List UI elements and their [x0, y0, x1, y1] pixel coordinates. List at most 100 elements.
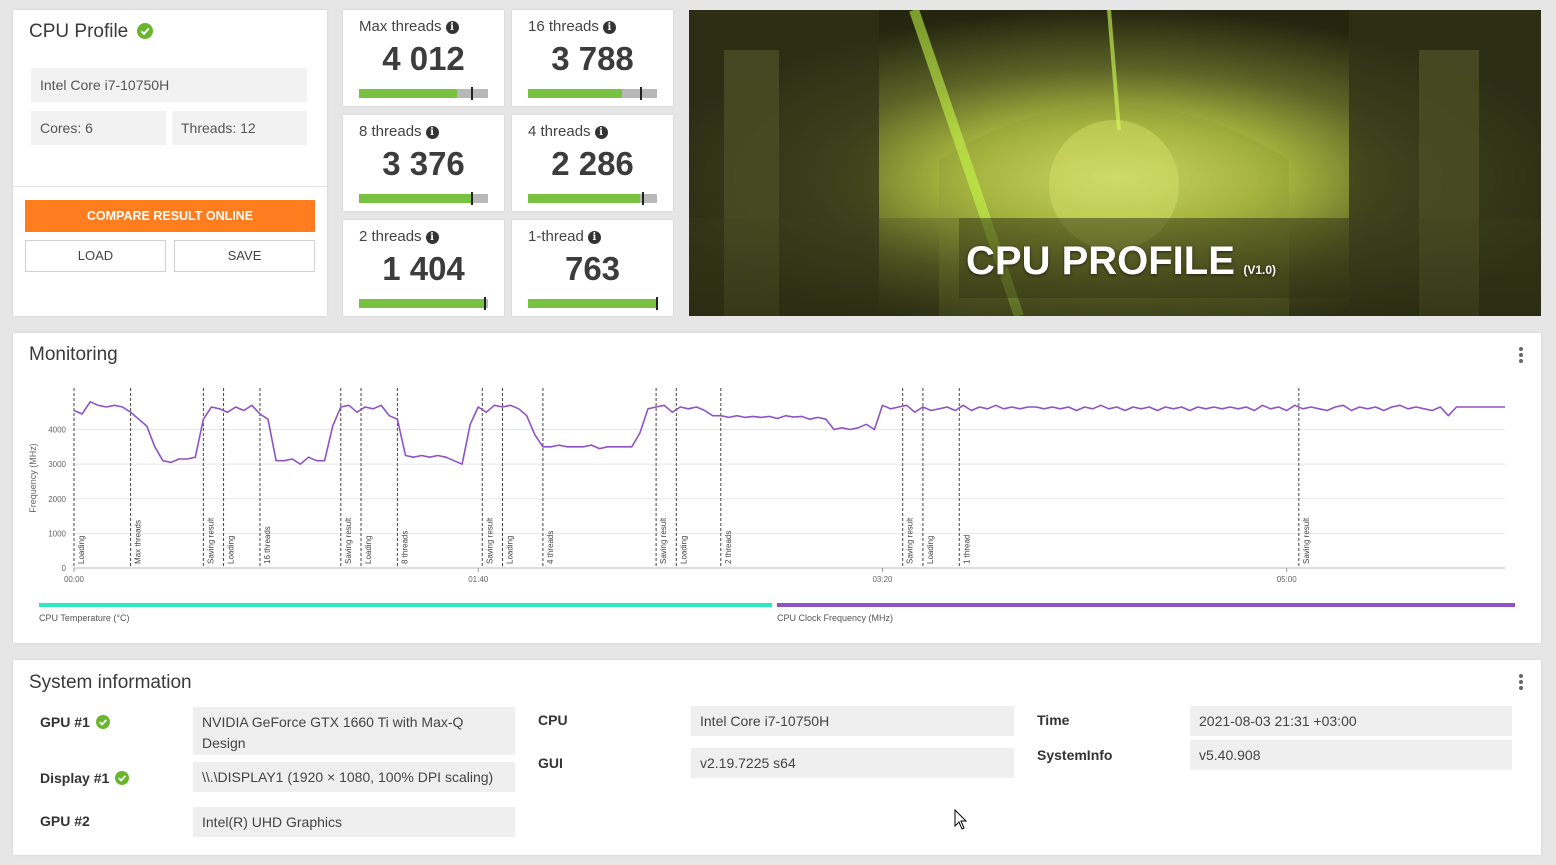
legend-frequency-label: CPU Clock Frequency (MHz) — [777, 613, 894, 623]
load-button[interactable]: LOAD — [25, 240, 166, 272]
score-bar — [359, 87, 488, 100]
score-label: 8 threads i — [359, 123, 439, 140]
gui-label: GUI — [538, 755, 563, 771]
score-card-4-threads: 4 threads i 2 286 — [512, 115, 673, 211]
score-value: 2 286 — [551, 145, 634, 182]
info-icon[interactable]: i — [425, 126, 439, 139]
threads-field: Threads: 12 — [172, 111, 307, 145]
check-circle-icon — [136, 23, 153, 39]
phase-label: Loading — [364, 536, 373, 564]
phase-label: Loading — [505, 536, 514, 564]
score-bar-fill — [359, 194, 472, 203]
y-tick-label: 2000 — [48, 495, 66, 504]
y-tick-label: 3000 — [48, 460, 66, 469]
y-tick-label: 1000 — [48, 529, 66, 538]
score-bar-marker — [655, 297, 658, 310]
phase-label: 4 threads — [546, 531, 555, 564]
monitoring-more-icon[interactable] — [1519, 347, 1523, 365]
banner-title: CPU PROFILE (V1.0) — [966, 239, 1276, 284]
score-bar-fill — [359, 89, 458, 98]
check-circle-icon — [115, 771, 130, 785]
cpu-label: CPU — [538, 712, 568, 728]
score-value: 4 012 — [382, 40, 465, 77]
systeminfo-label: SystemInfo — [1037, 747, 1113, 763]
score-bar-marker — [641, 192, 644, 205]
save-button[interactable]: SAVE — [174, 240, 315, 272]
phase-label: 8 threads — [400, 531, 409, 564]
y-tick-label: 0 — [62, 564, 67, 573]
score-bar-marker — [484, 297, 487, 310]
check-circle-icon — [95, 715, 110, 729]
gui-value: v2.19.7225 s64 — [691, 748, 1014, 778]
info-icon[interactable]: i — [602, 21, 616, 34]
phase-label: Saving result — [485, 517, 494, 564]
score-bar-marker — [471, 87, 474, 100]
score-label: 1-thread i — [528, 228, 601, 245]
score-label: 4 threads i — [528, 123, 608, 140]
phase-label: Saving result — [906, 517, 915, 564]
cores-field: Cores: 6 — [31, 111, 166, 145]
score-card-2-threads: 2 threads i 1 404 — [343, 220, 504, 316]
phase-label: Loading — [926, 536, 935, 564]
divider — [13, 186, 327, 187]
y-tick-label: 4000 — [48, 426, 66, 435]
phase-label: Max threads — [134, 520, 143, 564]
score-label: Max threads i — [359, 18, 459, 35]
phase-label: Saving result — [659, 517, 668, 564]
info-icon[interactable]: i — [587, 231, 601, 244]
gpu2-label: GPU #2 — [40, 813, 90, 829]
gpu1-label: GPU #1 — [40, 714, 110, 730]
system-information-title: System information — [29, 672, 192, 693]
score-bar — [528, 297, 658, 310]
x-tick-label: 01:40 — [468, 575, 489, 584]
score-card-16-threads: 16 threads i 3 788 — [512, 10, 673, 106]
cpu-name-field: Intel Core i7-10750H — [31, 68, 307, 102]
info-icon[interactable]: i — [425, 231, 439, 244]
legend-frequency-bar — [777, 603, 1515, 607]
benchmark-banner: CPU PROFILE (V1.0) — [689, 10, 1541, 316]
score-bar — [528, 192, 657, 205]
gpu2-value: Intel(R) UHD Graphics — [193, 807, 515, 837]
score-bar-fill — [528, 194, 641, 203]
profile-title-row: CPU Profile — [29, 21, 153, 43]
time-value: 2021-08-03 21:31 +03:00 — [1190, 706, 1512, 736]
phase-label: Saving result — [1302, 517, 1311, 564]
score-bar — [528, 87, 657, 100]
score-bar-marker — [640, 87, 643, 100]
y-axis-label: Frequency (MHz) — [28, 443, 38, 513]
monitoring-chart: 0 1000 2000 3000 4000 Frequency (MHz) 00:00 01:… — [28, 388, 1505, 584]
phase-label: Saving result — [344, 517, 353, 564]
monitoring-card: Monitoring 0 1000 2000 3000 4000 Frequency (M… — [13, 333, 1541, 643]
score-value: 3 788 — [551, 40, 634, 77]
monitoring-title: Monitoring — [29, 344, 118, 365]
display1-label: Display #1 — [40, 770, 130, 786]
cpu-profile-card: CPU Profile Intel Core i7-10750H Cores: … — [13, 10, 327, 316]
score-bar — [359, 192, 488, 205]
info-icon[interactable]: i — [445, 21, 459, 34]
compare-result-online-button[interactable]: COMPARE RESULT ONLINE — [25, 200, 315, 232]
score-value: 3 376 — [382, 145, 465, 182]
sysinfo-more-icon[interactable] — [1519, 674, 1523, 692]
phase-label: 1 thread — [962, 535, 971, 564]
phase-label: Loading — [77, 536, 86, 564]
score-card-1-thread: 1-thread i 763 — [512, 220, 673, 316]
phase-label: Loading — [227, 536, 236, 564]
systeminfo-value: v5.40.908 — [1190, 740, 1512, 770]
info-icon[interactable]: i — [594, 126, 608, 139]
score-card-8-threads: 8 threads i 3 376 — [343, 115, 504, 211]
time-label: Time — [1037, 712, 1070, 728]
score-bar-fill — [528, 299, 657, 308]
frequency-series-line — [73, 400, 1505, 465]
phase-label: Saving result — [206, 517, 215, 564]
score-card-max-threads: Max threads i 4 012 — [343, 10, 504, 106]
banner-title-text: CPU PROFILE — [966, 239, 1235, 283]
cpu-value: Intel Core i7-10750H — [691, 706, 1014, 736]
mouse-cursor-icon — [954, 809, 968, 830]
score-bar-fill — [359, 299, 485, 308]
score-bar-fill — [528, 89, 623, 98]
x-tick-label: 03:20 — [872, 575, 893, 584]
banner-artwork — [689, 10, 1541, 316]
phase-label: Loading — [679, 536, 688, 564]
x-tick-label: 00:00 — [64, 575, 85, 584]
score-label: 16 threads i — [528, 18, 616, 35]
